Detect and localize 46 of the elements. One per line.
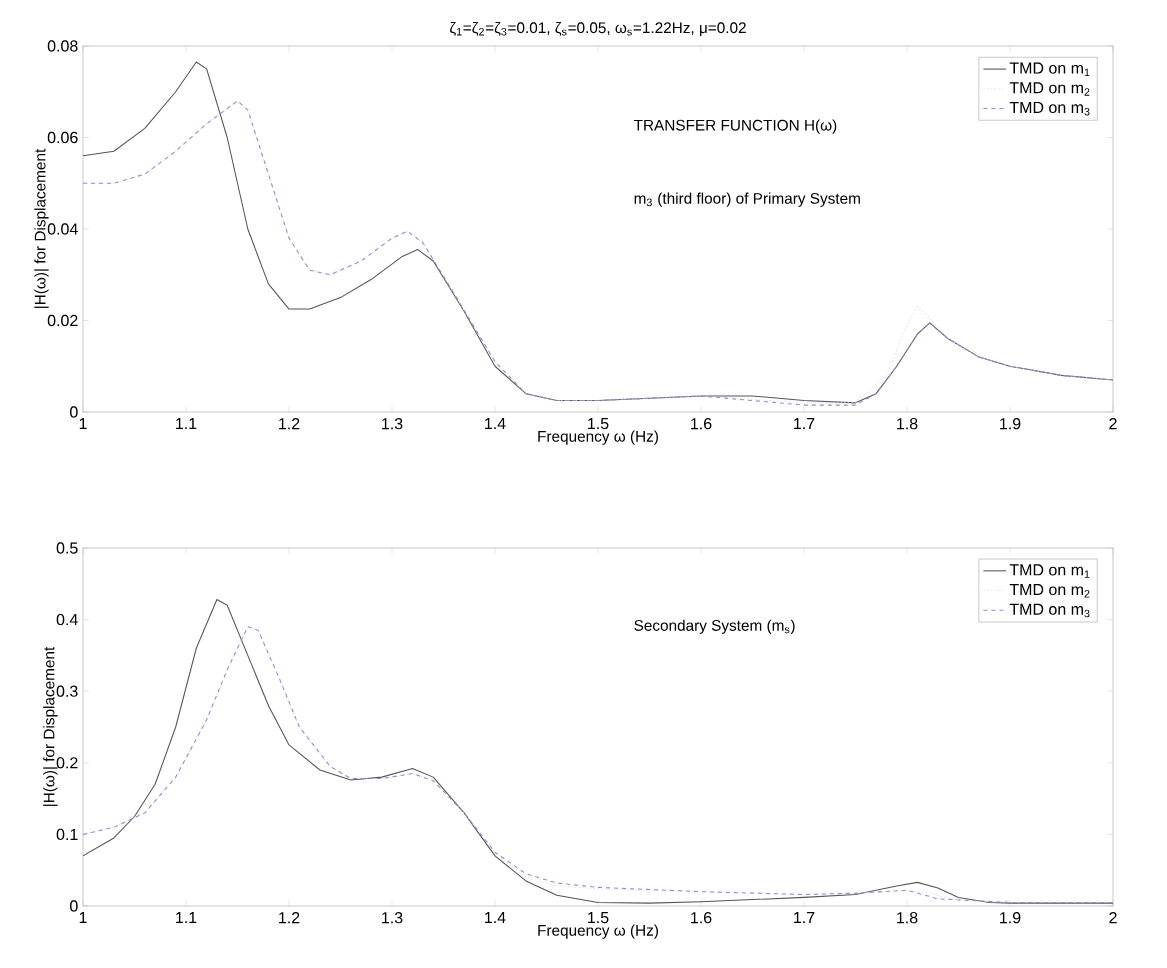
legend-label: TMD on m$_{2}$ (1009, 82, 1090, 96)
x-tick-label: 1.8 (897, 418, 918, 430)
x-tick-label: 1.7 (794, 912, 815, 924)
chart-title: ζ$_{1}$=ζ$_{2}$=ζ$_{3}$=0.01, ζ$_{s}$=0.05, ω$_{s}$=1.22Hz, μ=0.02 (450, 21, 746, 36)
y-tick-label: 0 (70, 406, 78, 418)
y-tick-label: 0.08 (47, 40, 78, 52)
legend-label: TMD on m$_{1}$ (1009, 564, 1090, 578)
annotation: TRANSFER FUNCTION H(ω) (633, 119, 837, 134)
x-tick-label: 1.2 (279, 418, 300, 430)
x-tick-label: 2 (1109, 912, 1117, 924)
y-tick-label: 0.4 (56, 613, 78, 626)
x-tick-label: 1.4 (485, 418, 506, 430)
annotation: m$_{3}$ (third floor) of Primary System (634, 192, 860, 207)
legend-label: TMD on m$_{1}$ (1009, 62, 1090, 76)
x-tick-label: 1.6 (691, 418, 712, 430)
annotation: Secondary System (m$_{s}$) (634, 619, 795, 634)
x-tick-label: 1.5 (588, 418, 609, 430)
x-axis-title: Frequency ω (Hz) (538, 430, 658, 445)
x-tick-label: 1.5 (588, 912, 609, 924)
y-tick-label: 0.5 (56, 542, 78, 554)
x-tick-label: 1.4 (485, 912, 506, 924)
x-tick-label: 1 (79, 418, 87, 430)
y-tick-label: 0.02 (47, 314, 78, 327)
y-tick-label: 0.2 (56, 757, 78, 769)
x-tick-label: 1.6 (691, 912, 712, 924)
y-tick-label: 0.1 (56, 828, 78, 841)
y-tick-label: 0.3 (56, 685, 78, 697)
x-tick-label: 1.3 (382, 912, 403, 924)
x-tick-label: 1.3 (382, 418, 403, 430)
y-tick-label: 0.04 (47, 223, 78, 235)
y-tick-label: 0 (70, 900, 78, 912)
x-tick-label: 1 (79, 912, 87, 924)
legend-label: TMD on m$_{3}$ (1009, 603, 1090, 618)
x-tick-label: 1.9 (1000, 912, 1021, 924)
y-tick-label: 0.06 (47, 131, 78, 144)
y-axis-title: |H(ω)| for Displacement (34, 148, 49, 308)
x-tick-label: 1.7 (794, 418, 815, 430)
x-axis-title: Frequency ω (Hz) (538, 924, 658, 939)
x-tick-label: 1.1 (176, 912, 197, 924)
legend-label: TMD on m$_{2}$ (1009, 584, 1090, 598)
x-tick-label: 1.8 (897, 912, 918, 924)
legend-label: TMD on m$_{3}$ (1009, 101, 1090, 116)
x-tick-label: 1.2 (279, 912, 300, 924)
x-tick-label: 1.9 (1000, 418, 1021, 430)
x-tick-label: 1.1 (176, 418, 197, 430)
x-tick-label: 2 (1109, 418, 1117, 430)
